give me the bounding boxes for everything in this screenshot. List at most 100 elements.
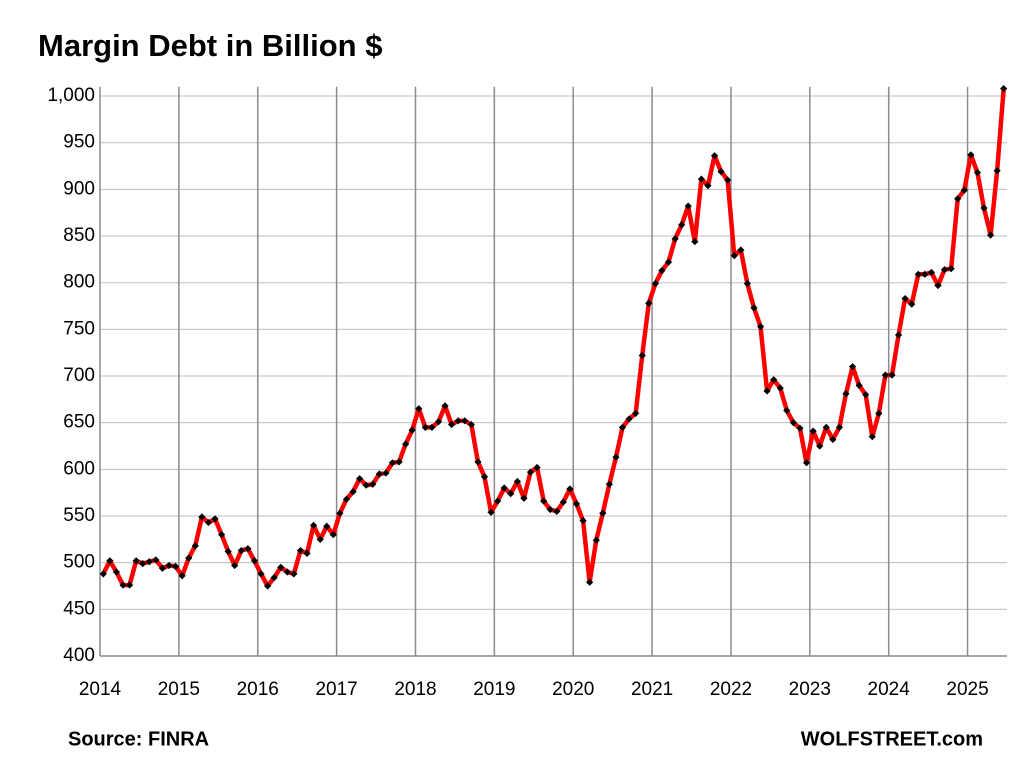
marker	[461, 417, 469, 425]
marker	[770, 376, 778, 384]
marker	[198, 513, 206, 521]
marker	[855, 381, 863, 389]
marker	[520, 494, 528, 502]
marker	[566, 485, 574, 493]
marker	[191, 542, 199, 550]
marker	[296, 546, 305, 555]
marker	[125, 581, 134, 589]
marker	[494, 497, 502, 505]
marker	[263, 582, 272, 590]
marker	[375, 470, 383, 478]
marker	[204, 518, 213, 527]
marker	[697, 175, 705, 183]
marker	[862, 391, 870, 399]
marker	[513, 477, 521, 486]
marker	[540, 497, 548, 505]
x-tick-label: 2019	[473, 679, 515, 700]
marker	[316, 535, 324, 543]
marker	[171, 562, 180, 571]
marker	[993, 167, 1001, 175]
marker	[99, 570, 107, 578]
x-tick-label: 2022	[710, 679, 752, 700]
marker	[927, 268, 936, 277]
marker	[658, 266, 666, 275]
marker	[888, 371, 896, 379]
marker	[132, 557, 140, 565]
marker	[277, 563, 285, 571]
marker	[901, 294, 909, 303]
marker	[507, 490, 515, 498]
marker	[671, 235, 679, 243]
marker	[158, 564, 167, 572]
marker	[165, 561, 173, 570]
marker	[336, 509, 344, 517]
x-tick-label: 2020	[552, 679, 594, 700]
x-tick-label: 2025	[946, 679, 988, 700]
marker	[329, 531, 337, 539]
y-tick-label: 900	[63, 178, 95, 199]
y-tick-label: 650	[63, 412, 95, 433]
marker	[894, 331, 903, 339]
marker	[829, 435, 837, 444]
marker	[809, 427, 817, 435]
marker	[947, 265, 955, 273]
marker	[940, 266, 949, 274]
marker	[632, 409, 640, 417]
marker	[546, 505, 554, 514]
marker	[309, 521, 318, 529]
marker	[914, 270, 922, 278]
marker	[579, 517, 587, 525]
marker	[526, 468, 535, 476]
marker	[434, 418, 443, 426]
y-tick-label: 1,000	[47, 85, 95, 106]
marker	[303, 549, 311, 557]
marker	[533, 463, 541, 472]
marker	[480, 473, 489, 481]
marker	[612, 453, 620, 461]
marker	[704, 182, 712, 190]
marker	[257, 570, 265, 578]
y-tick-label: 850	[63, 225, 95, 246]
marker	[678, 221, 686, 229]
marker	[954, 195, 962, 203]
marker	[743, 280, 751, 288]
marker	[421, 423, 429, 431]
marker	[842, 390, 850, 398]
marker	[717, 168, 725, 176]
marker	[605, 480, 613, 488]
marker	[802, 459, 811, 467]
y-tick-label: 450	[63, 598, 95, 619]
marker	[599, 509, 607, 517]
marker	[934, 281, 942, 290]
marker	[402, 440, 410, 448]
marker	[835, 423, 844, 431]
marker	[572, 500, 581, 508]
marker	[559, 498, 567, 506]
y-tick-label: 750	[63, 318, 95, 339]
marker	[986, 231, 995, 239]
marker	[875, 409, 883, 417]
marker	[231, 561, 239, 570]
x-tick-label: 2017	[315, 679, 357, 700]
x-tick-label: 2015	[158, 679, 200, 700]
marker	[586, 578, 594, 586]
marker	[763, 387, 771, 395]
marker	[500, 484, 508, 492]
marker	[1000, 84, 1008, 93]
marker	[651, 280, 659, 288]
marker	[796, 424, 804, 432]
marker	[369, 480, 377, 488]
marker	[848, 363, 857, 371]
marker	[881, 371, 889, 379]
x-tick-label: 2014	[79, 679, 122, 700]
marker	[112, 568, 121, 576]
y-tick-label: 600	[63, 458, 95, 479]
marker	[960, 186, 968, 194]
marker	[152, 556, 160, 564]
marker	[454, 417, 462, 425]
x-tick-label: 2023	[789, 679, 831, 700]
marker	[408, 426, 416, 434]
marker	[750, 304, 758, 312]
marker	[710, 152, 719, 160]
